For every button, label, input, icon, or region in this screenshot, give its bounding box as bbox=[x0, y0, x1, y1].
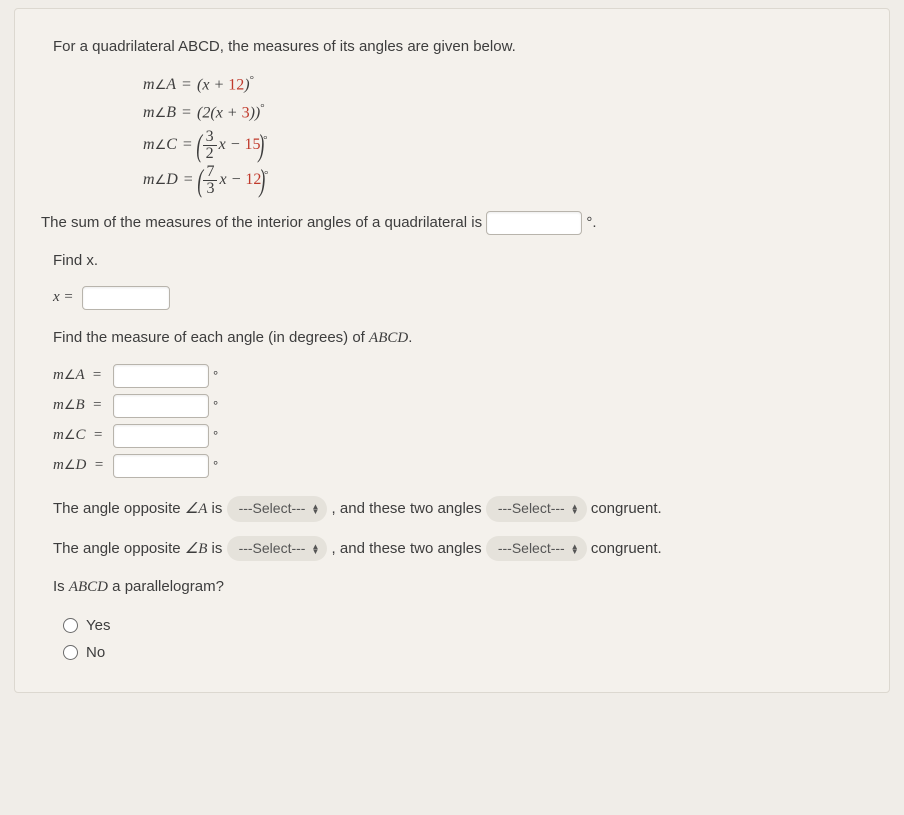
parallelogram-question: Is ABCD a parallelogram? bbox=[53, 575, 861, 599]
angle-c-row: m∠C = ° bbox=[53, 424, 861, 448]
eq-row-a: m∠A = (x + 12)° bbox=[143, 72, 861, 98]
radio-icon bbox=[63, 645, 78, 660]
select-opposite-a[interactable]: ---Select--- ▲▼ bbox=[227, 496, 328, 522]
select-placeholder: ---Select--- bbox=[239, 498, 306, 520]
x-input[interactable] bbox=[82, 286, 170, 310]
angle-b-row: m∠B = ° bbox=[53, 394, 861, 418]
angle-b-input[interactable] bbox=[113, 394, 209, 418]
eq-row-b: m∠B = (2(x + 3))° bbox=[143, 100, 861, 126]
find-measures-label: Find the measure of each angle (in degre… bbox=[53, 326, 861, 350]
select-placeholder: ---Select--- bbox=[498, 538, 565, 560]
opposite-b-sentence: The angle opposite ∠B is ---Select--- ▲▼… bbox=[53, 536, 861, 562]
opposite-a-sentence: The angle opposite ∠A is ---Select--- ▲▼… bbox=[53, 496, 861, 522]
angle-d-row: m∠D = ° bbox=[53, 454, 861, 478]
option-yes[interactable]: Yes bbox=[63, 614, 861, 637]
equation-block: m∠A = (x + 12)° m∠B = (2(x + 3))° m∠C = … bbox=[143, 72, 861, 196]
angle-a-row: m∠A = ° bbox=[53, 364, 861, 388]
sum-sentence: The sum of the measures of the interior … bbox=[41, 211, 861, 235]
select-congruent-a[interactable]: ---Select--- ▲▼ bbox=[486, 496, 587, 522]
intro-text: For a quadrilateral ABCD, the measures o… bbox=[53, 35, 861, 58]
eq-row-d: m∠D = (73x − 12)° bbox=[143, 164, 861, 197]
angle-c-input[interactable] bbox=[113, 424, 209, 448]
select-placeholder: ---Select--- bbox=[239, 538, 306, 560]
option-yes-label: Yes bbox=[86, 614, 110, 637]
sum-input[interactable] bbox=[486, 211, 582, 235]
select-congruent-b[interactable]: ---Select--- ▲▼ bbox=[486, 536, 587, 562]
chevron-up-down-icon: ▲▼ bbox=[311, 544, 319, 554]
chevron-up-down-icon: ▲▼ bbox=[571, 544, 579, 554]
find-x-label: Find x. bbox=[53, 249, 861, 272]
eq-row-c: m∠C = (32x − 15)° bbox=[143, 129, 861, 162]
x-eq-label: x = bbox=[53, 286, 74, 309]
option-no-label: No bbox=[86, 641, 105, 664]
chevron-up-down-icon: ▲▼ bbox=[311, 504, 319, 514]
select-placeholder: ---Select--- bbox=[498, 498, 565, 520]
select-opposite-b[interactable]: ---Select--- ▲▼ bbox=[227, 536, 328, 562]
angle-a-input[interactable] bbox=[113, 364, 209, 388]
problem-card: For a quadrilateral ABCD, the measures o… bbox=[14, 8, 890, 693]
option-no[interactable]: No bbox=[63, 641, 861, 664]
angle-d-input[interactable] bbox=[113, 454, 209, 478]
chevron-up-down-icon: ▲▼ bbox=[571, 504, 579, 514]
radio-icon bbox=[63, 618, 78, 633]
x-row: x = bbox=[53, 286, 861, 310]
